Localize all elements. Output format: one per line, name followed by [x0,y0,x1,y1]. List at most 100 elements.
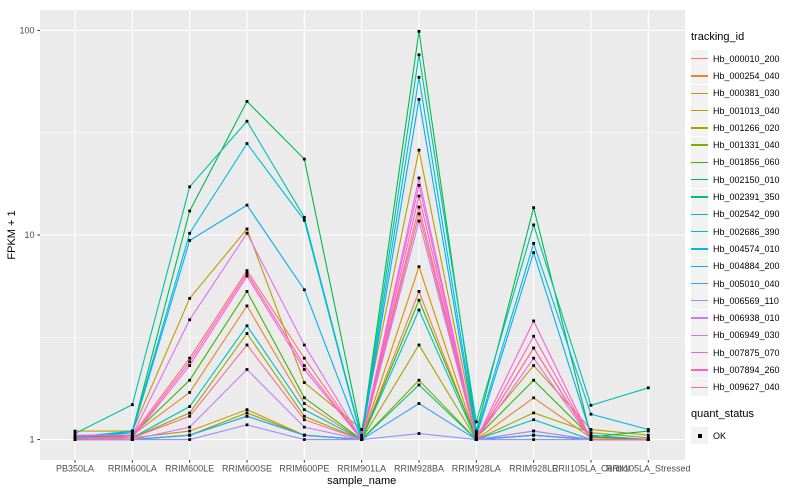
data-point [417,343,421,347]
data-point [130,431,134,435]
legend-key [691,223,708,241]
data-point [646,386,650,390]
data-point [73,432,77,435]
data-point [532,411,536,415]
legend-entry: Hb_001013_040 [691,102,799,120]
legend-entry: Hb_004574_010 [691,240,799,258]
data-point [73,433,77,437]
data-point [360,438,364,441]
data-point [302,343,306,347]
data-point [302,414,306,418]
legend-entry: Hb_002391_350 [691,188,799,206]
data-point [188,231,192,235]
data-point [302,288,306,292]
data-point [245,142,249,145]
data-point [417,298,421,302]
data-point [188,425,192,429]
legend-entry-label: Hb_002686_390 [713,226,780,237]
legend-key-point-icon [697,433,702,438]
data-point [245,274,249,278]
legend-entry-label: Hb_002150_010 [713,174,780,185]
data-point [130,403,134,407]
data-point [360,433,364,437]
y-tick-label: 100 [19,25,34,35]
legend-entry-label: Hb_001856_060 [713,157,780,168]
data-point [130,438,134,441]
data-point [417,194,421,198]
legend-entry: Hb_009627_040 [691,378,799,396]
data-point [474,435,478,439]
legend-entry: Hb_002686_390 [691,223,799,241]
data-point [646,438,650,441]
legend-key-line-icon [691,265,708,267]
data-point [245,408,249,412]
legend-key-line-icon [691,57,708,60]
data-point [188,391,192,394]
tracking-id-legend-entries: Hb_000010_200 Hb_000254_040 Hb_000381_030 H… [691,50,799,396]
data-point [245,343,249,347]
x-tick-labels: PB350LA RRIM600LA RRIM600LE RRIM600SE RRIM60… [56,464,691,474]
data-point [73,438,77,441]
y-tick-label: 1 [29,435,34,445]
legend-entry: Hb_007894_260 [691,361,799,379]
legend-key-line-icon [691,230,708,233]
data-point [417,53,421,57]
data-point [188,411,192,415]
legend-key [691,102,708,120]
data-point [245,414,249,418]
data-point [188,209,192,213]
legend-key [691,50,708,68]
data-point [360,436,364,440]
legend-key [691,119,708,137]
data-point [188,364,192,367]
data-point [417,98,421,101]
data-point [245,203,249,207]
data-point [302,215,306,219]
quant-status-key [691,427,708,445]
data-point [188,433,192,437]
legend-key-line-icon [691,196,708,198]
legend-entry: Hb_000010_200 [691,50,799,68]
legend-entry: Hb_005010_040 [691,275,799,292]
data-point [417,75,421,79]
data-point [646,436,650,440]
legend-key [691,257,708,275]
legend-entry-label: Hb_000381_030 [713,88,780,99]
legend-key-line-icon [691,317,708,319]
data-point [589,412,593,416]
data-point [302,396,306,400]
quant-status-legend: quant_status OK [691,408,799,445]
legend-entry: Hb_007875_070 [691,344,799,362]
legend-entry-label: Hb_001266_020 [713,122,780,133]
data-point [532,241,536,245]
legend-key [691,292,708,310]
data-point [532,438,536,441]
data-point [245,368,249,371]
legend-panel: tracking_id Hb_000010_200 Hb_000254_040 Hb… [691,31,799,445]
data-point [532,433,536,437]
data-point [188,318,192,322]
x-tick-label: RRIM600LA [108,464,157,474]
x-tick-label: RRIM928LE [509,464,558,474]
data-point [188,414,192,418]
data-point [417,205,421,209]
legend-key-line-icon [691,386,708,388]
y-axis-title: FPKM + 1 [6,210,18,259]
legend-key [691,240,708,258]
legend-entry-label: Hb_005010_040 [713,278,780,289]
legend-entry: Hb_004884_200 [691,257,799,275]
data-point [302,368,306,371]
data-point [245,423,249,427]
data-point [417,402,421,405]
legend-entry-label: Hb_007875_070 [713,347,780,358]
legend-entry: Hb_000381_030 [691,84,799,102]
legend-entry-label: Hb_006949_030 [713,330,780,341]
legend-entry-label: Hb_002542_090 [713,209,780,220]
data-point [417,383,421,387]
legend-key [691,67,708,85]
legend-key [691,84,708,102]
legend-entry-label: Hb_001331_040 [713,140,780,151]
legend-key [691,188,708,206]
legend-entry: Hb_001331_040 [691,136,799,154]
x-tick-label: RRIM600PE [279,464,329,474]
